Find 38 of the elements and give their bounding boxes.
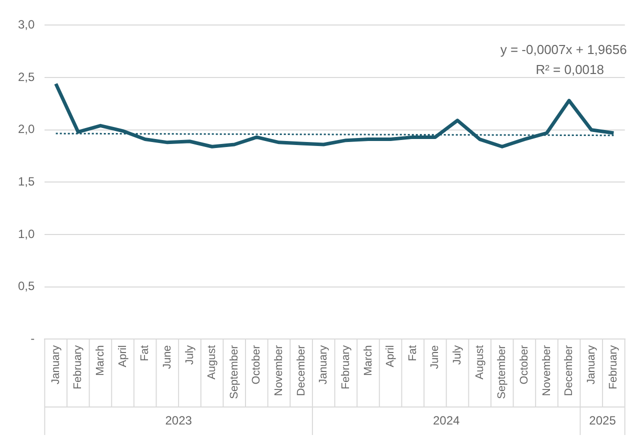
x-tick-label: April — [116, 345, 129, 368]
x-tick-label: July — [452, 344, 464, 365]
y-tick-label: - — [30, 332, 35, 346]
x-tick-label: March — [94, 345, 106, 376]
x-tick-label: July — [184, 344, 196, 365]
y-tick-label: 2,5 — [18, 70, 35, 84]
x-tick-label: January — [585, 344, 598, 384]
x-tick-label: Fat — [139, 345, 152, 362]
x-tick-label: December — [295, 344, 308, 396]
x-tick-label: August — [206, 345, 218, 380]
y-tick-label: 1,0 — [18, 226, 35, 241]
x-tick-label: February — [72, 344, 84, 390]
x-tick-label: December — [563, 344, 576, 396]
y-tick-label: 1,5 — [18, 174, 35, 189]
x-tick-label: October — [518, 344, 530, 384]
annotation: R² = 0,0018 — [536, 62, 604, 77]
x-tick-label: March — [362, 345, 374, 376]
x-tick-label: October — [250, 344, 263, 384]
x-tick-label: September — [496, 344, 508, 400]
text: 2024 — [432, 413, 460, 428]
x-tick-label: February — [608, 344, 620, 390]
x-tick-label: Fat — [406, 345, 419, 362]
x-tick-label: June — [161, 345, 174, 370]
x-tick-label: April — [384, 345, 397, 368]
y-tick-label: 3,0 — [18, 18, 35, 32]
x-tick-label: June — [429, 345, 442, 370]
x-tick-label: January — [50, 344, 62, 384]
y-tick-label: 2,0 — [18, 122, 35, 136]
x-tick-label: November — [540, 344, 553, 396]
x-tick-label: September — [228, 344, 240, 400]
x-tick-label: January — [318, 344, 330, 384]
text: 2023 — [165, 413, 192, 428]
x-tick-label: August — [474, 345, 486, 380]
annotation: y = -0,0007x + 1,9656 — [500, 42, 627, 57]
x-tick-label: February — [340, 344, 352, 390]
y-tick-label: 0,5 — [18, 279, 35, 294]
text: 2025 — [589, 413, 616, 428]
x-tick-label: November — [273, 344, 286, 396]
